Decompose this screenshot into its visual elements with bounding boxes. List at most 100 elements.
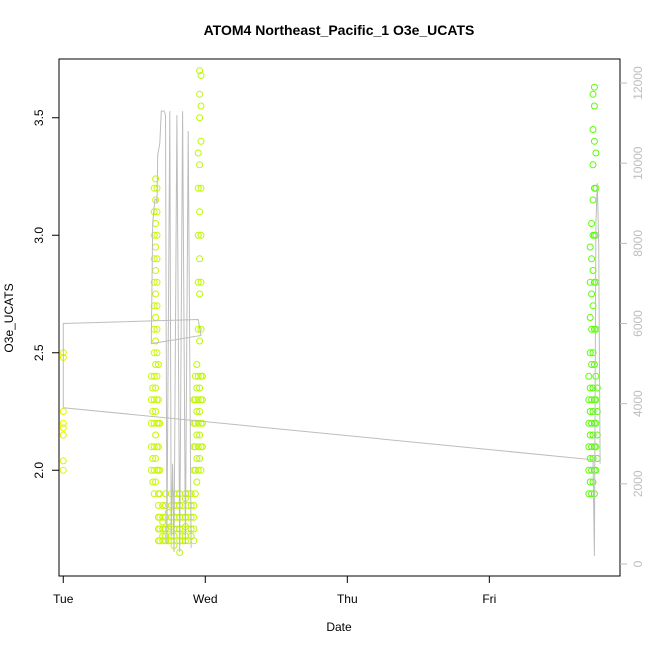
data-point [197, 278, 205, 286]
x-tick-label: Thu [337, 592, 358, 606]
data-point [592, 372, 600, 380]
data-point [586, 431, 594, 439]
axes: Tue Wed Thu Fri 2.0 2.5 3.0 3.5 0 2000 4000 6000 800… [32, 66, 645, 606]
data-point [150, 302, 158, 310]
data-point [196, 208, 204, 216]
data-point [156, 466, 164, 474]
data-point [194, 231, 202, 239]
data-point [588, 396, 596, 404]
x-tick-label: Tue [53, 592, 74, 606]
data-point [149, 455, 157, 462]
data-point [194, 278, 202, 286]
data-point [193, 384, 201, 392]
data-point [197, 325, 205, 333]
y2-tick-label: 6000 [631, 310, 645, 337]
data-point [593, 384, 601, 392]
data-point [592, 184, 600, 192]
data-point [152, 337, 160, 345]
data-point [193, 361, 201, 368]
data-point [153, 302, 161, 310]
data-point [191, 490, 199, 498]
data-point [585, 372, 593, 380]
data-point [197, 231, 205, 239]
data-point [586, 455, 594, 462]
data-point [194, 149, 202, 157]
data-point [159, 513, 167, 521]
x-tick-label: Wed [193, 592, 217, 606]
data-point [589, 90, 597, 98]
data-point [588, 255, 596, 263]
data-point [586, 408, 594, 415]
data-point [154, 396, 162, 404]
data-point [154, 361, 162, 368]
data-point [197, 184, 205, 192]
data-point [588, 290, 596, 298]
data-point [156, 419, 164, 427]
y-tick-label: 3.0 [32, 227, 46, 244]
y2-tick-label: 12000 [631, 66, 645, 100]
data-point [198, 419, 206, 427]
data-point [196, 384, 204, 392]
data-point [194, 372, 202, 380]
data-point [152, 267, 160, 274]
data-point [152, 431, 160, 439]
data-point [150, 396, 158, 404]
data-point [589, 196, 597, 204]
data-point [586, 349, 594, 357]
data-point [190, 537, 198, 545]
data-point [150, 278, 158, 286]
data-point [590, 102, 598, 110]
data-point [586, 243, 594, 251]
data-point [586, 384, 594, 392]
data-point [194, 325, 202, 333]
data-point [196, 67, 204, 75]
y2-tick-label: 8000 [631, 230, 645, 257]
data-point [193, 478, 201, 486]
y2-tick-label: 10000 [631, 146, 645, 180]
data-point [588, 220, 596, 227]
data-point [149, 408, 157, 415]
data-point [153, 255, 161, 263]
series-line [62, 110, 202, 553]
y-tick-label: 2.5 [32, 344, 46, 361]
x-tick-label: Fri [482, 592, 496, 606]
data-point [152, 384, 160, 392]
data-point [154, 502, 162, 509]
data-point [150, 443, 158, 451]
data-point [153, 231, 161, 239]
data-point [589, 267, 597, 274]
plot-frame [58, 58, 621, 577]
data-point [197, 72, 205, 79]
chart-title: ATOM4 Northeast_Pacific_1 O3e_UCATS [204, 22, 475, 38]
data-point [150, 231, 158, 239]
data-point [152, 314, 160, 321]
data-point [152, 290, 160, 298]
data-point [193, 408, 201, 415]
data-point [589, 126, 597, 133]
data-point [196, 431, 204, 439]
data-point [589, 408, 597, 415]
data-point [590, 137, 598, 145]
data-point [153, 349, 161, 357]
data-point [588, 361, 596, 368]
data-point [152, 196, 160, 204]
y-tick-label: 3.5 [32, 109, 46, 126]
series-line [63, 183, 601, 557]
data-point [149, 384, 157, 392]
data-point [197, 102, 205, 110]
data-point [59, 424, 67, 432]
data-point [589, 431, 597, 439]
x-axis-label: Date [326, 620, 352, 634]
data-point [589, 349, 597, 357]
data-point [198, 372, 206, 380]
data-point [196, 337, 204, 345]
data-point [590, 83, 598, 91]
y2-tick-label: 0 [631, 560, 645, 567]
data-point [592, 396, 600, 404]
data-point [59, 457, 67, 465]
data-point [150, 255, 158, 263]
data-point [193, 455, 201, 462]
data-point [194, 466, 202, 474]
data-point [59, 466, 67, 474]
data-point [196, 290, 204, 298]
